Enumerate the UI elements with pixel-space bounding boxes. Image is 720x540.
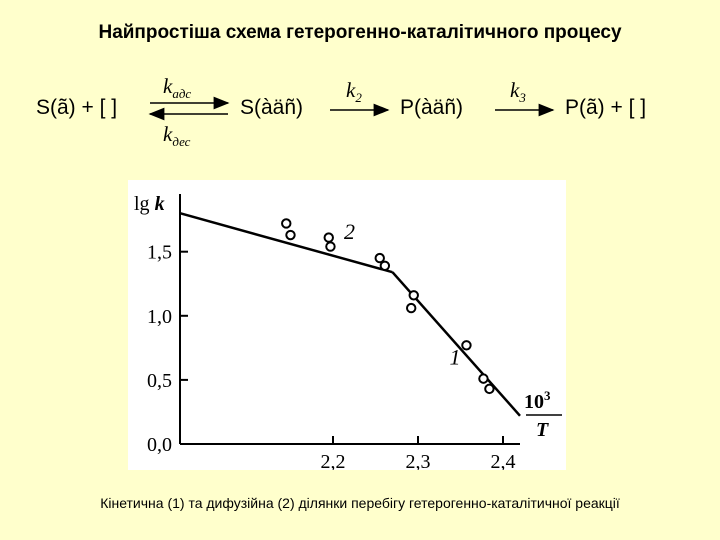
data-point <box>374 252 385 264</box>
reaction-scheme: S(ã) + [ ] kадс kдес S(àäñ) k2 P(àäñ) k3… <box>0 70 720 160</box>
y-tick-label: 1,0 <box>147 306 172 328</box>
product: P(ã) + [ ] <box>565 96 647 119</box>
reactant: S(ã) + [ ] <box>36 96 118 119</box>
data-point <box>323 232 334 243</box>
data-point <box>478 373 489 384</box>
svg-text:T: T <box>536 419 549 441</box>
figure-caption: Кінетична (1) та дифузійна (2) ділянки п… <box>100 495 620 511</box>
x-tick-label: 2,2 <box>321 451 346 470</box>
data-point <box>325 241 336 252</box>
line-label-1: 1 <box>449 345 460 370</box>
rate-plot: lg k 103 T 0,0 0,5 1,0 1,5 2,2 2,3 2,4 2 1 <box>134 193 562 473</box>
k3-label: k3 <box>510 78 526 106</box>
x-tick-label: 2,3 <box>406 451 431 470</box>
data-point <box>285 229 296 241</box>
data-point <box>461 340 472 351</box>
data-point <box>406 302 417 314</box>
data-point <box>484 383 495 395</box>
line-label-2: 2 <box>344 219 355 244</box>
y-tick-label: 0,0 <box>147 434 172 456</box>
y-axis-label: lg k <box>134 193 165 215</box>
data-point <box>379 260 391 271</box>
adsorbed-product: P(àäñ) <box>400 96 464 119</box>
x-tick-label: 2,4 <box>491 451 516 470</box>
data-point <box>408 290 419 301</box>
svg-text:103: 103 <box>524 388 551 413</box>
data-point <box>281 218 292 229</box>
plot-panel: lg k 103 T 0,0 0,5 1,0 1,5 2,2 2,3 2,4 2 1 <box>128 180 566 473</box>
k-des-label: kдес <box>163 122 191 150</box>
k-ads-label: kадс <box>163 74 192 102</box>
fit-line-2 <box>179 212 393 274</box>
scheme-arrows <box>148 96 555 121</box>
k2-label: k2 <box>346 78 362 106</box>
y-tick-label: 1,5 <box>147 242 172 264</box>
adsorbed-reactant: S(àäñ) <box>240 96 304 119</box>
x-axis-label: 103 T <box>524 388 562 441</box>
slide-title: Найпростіша схема гетерогенно-каталітичн… <box>98 22 622 43</box>
y-tick-label: 0,5 <box>147 370 172 392</box>
